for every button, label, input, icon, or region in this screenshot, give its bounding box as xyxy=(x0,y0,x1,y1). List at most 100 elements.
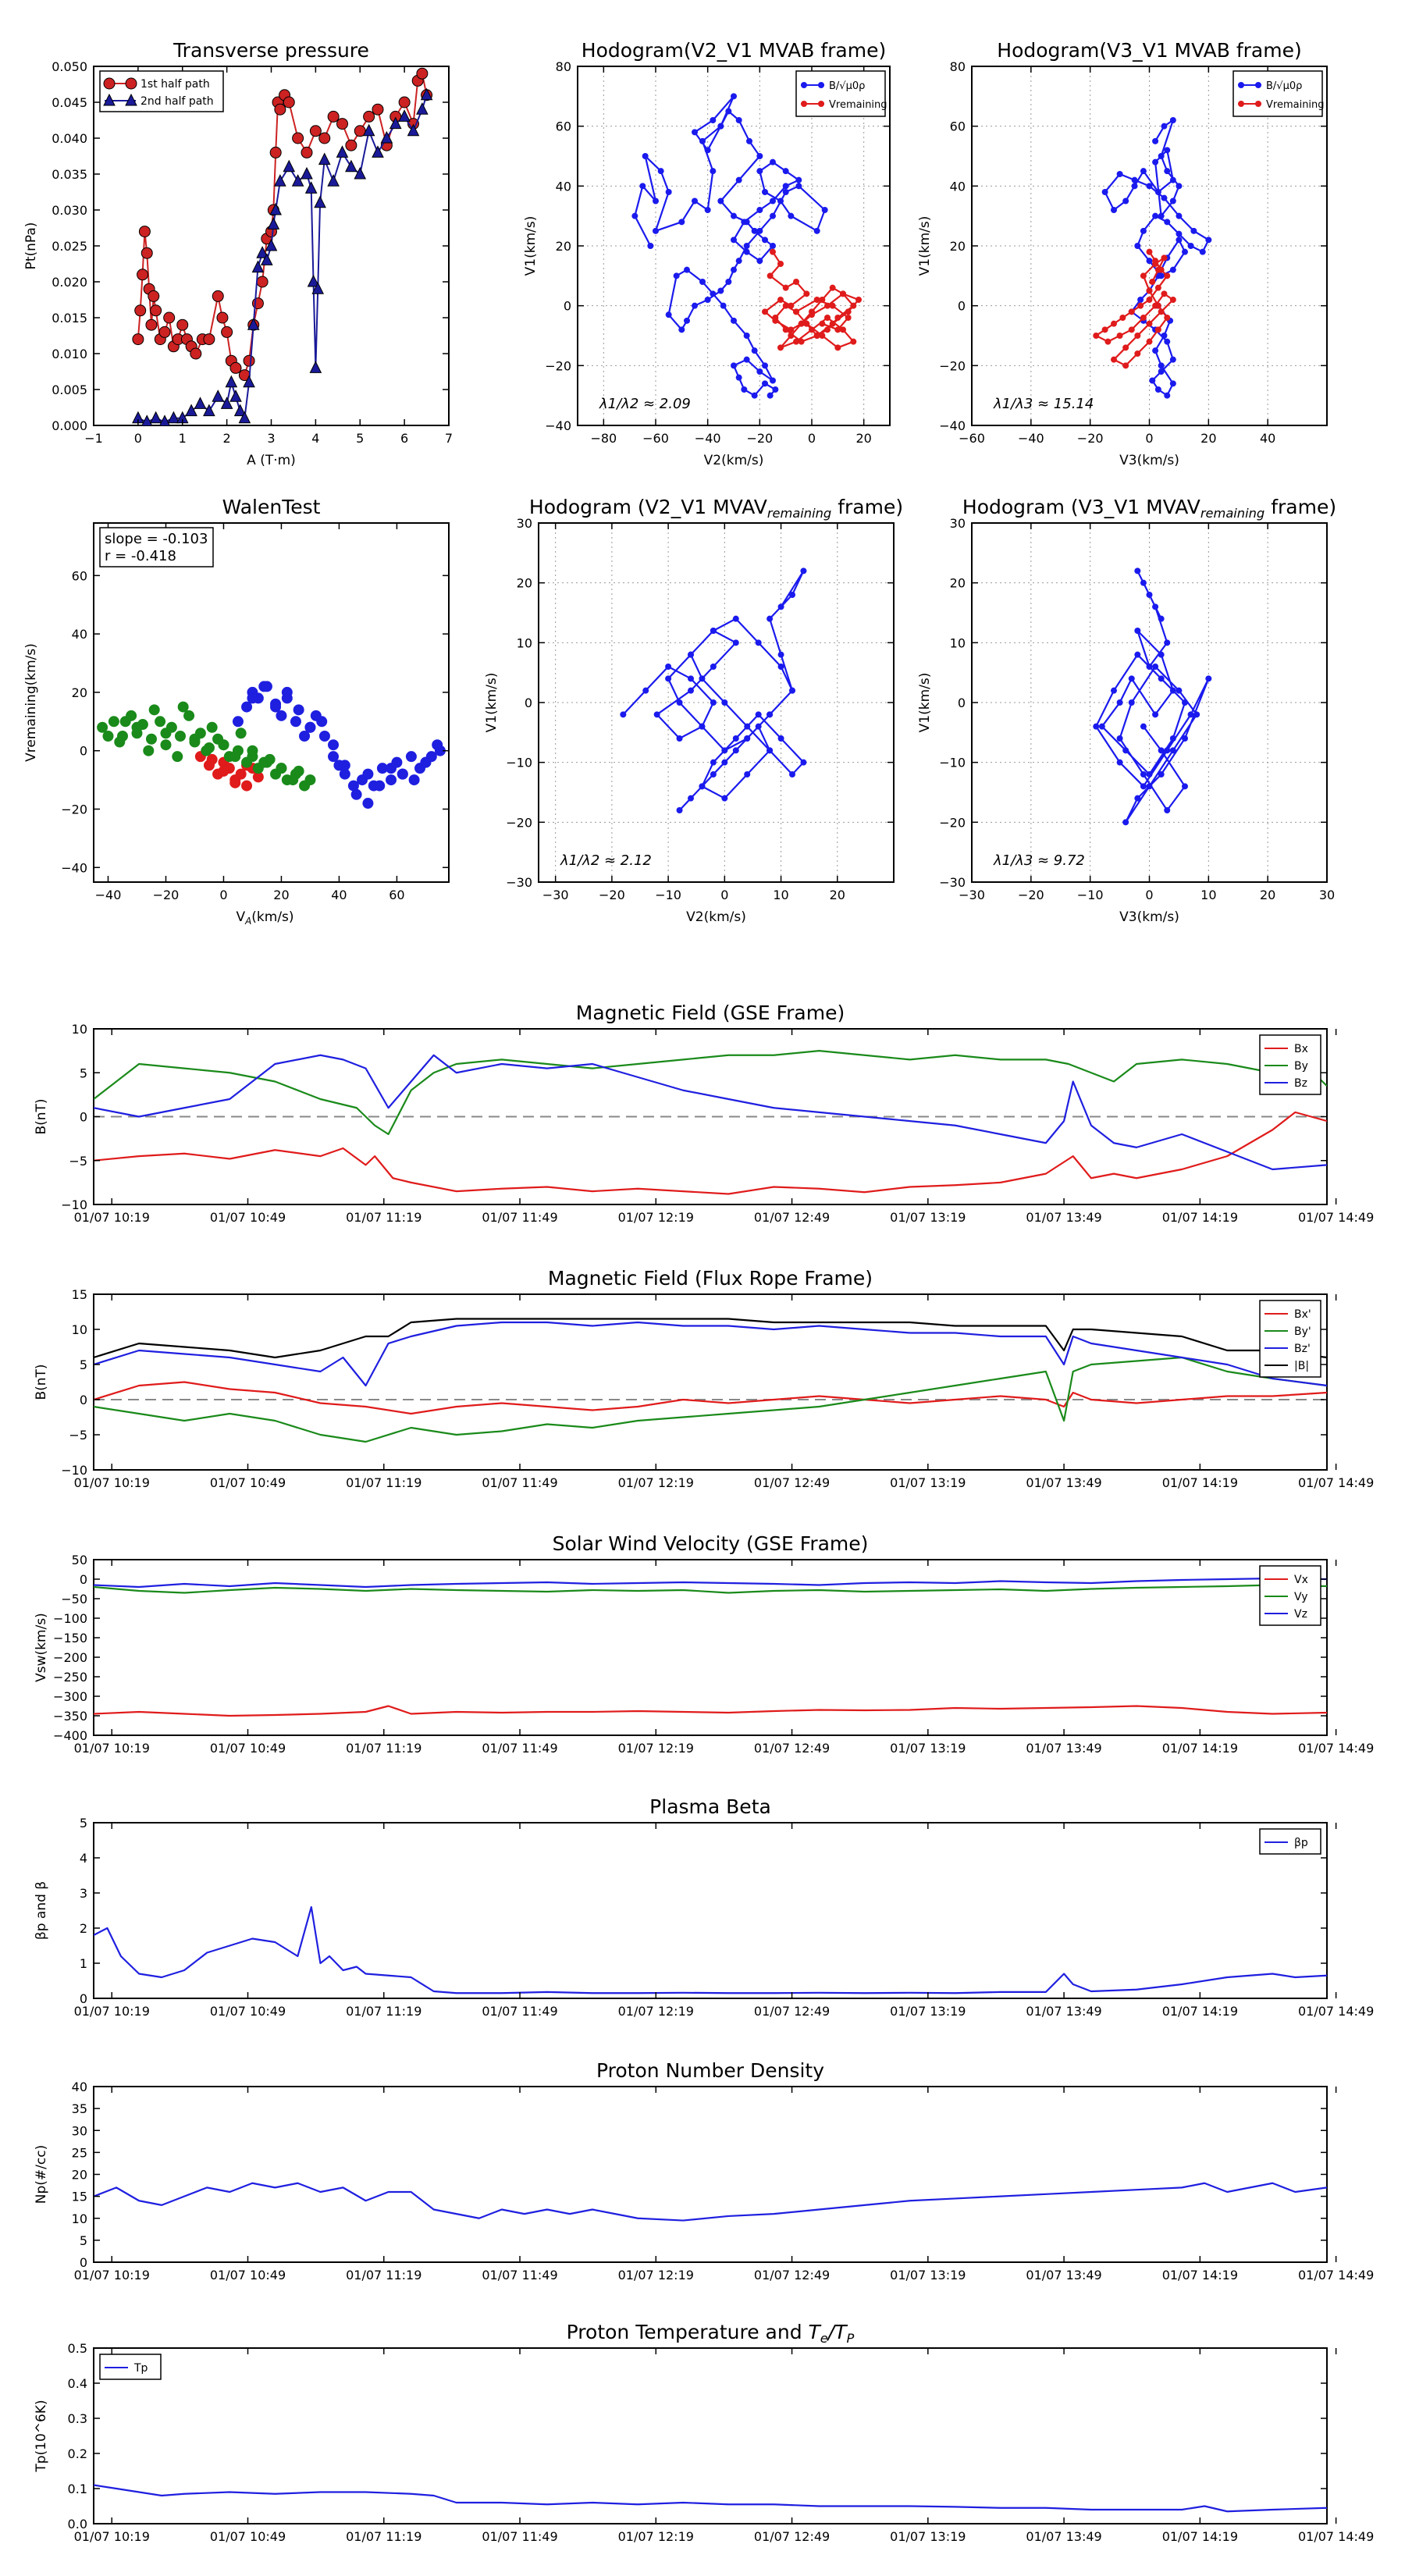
data-point xyxy=(762,362,768,369)
y-tick-label: 40 xyxy=(72,2080,87,2094)
data-point xyxy=(177,701,189,713)
x-tick-label: 5 xyxy=(356,431,364,446)
data-point xyxy=(216,311,229,324)
data-point xyxy=(639,183,646,190)
data-point xyxy=(850,302,857,309)
y-tick-label: −10 xyxy=(61,1197,87,1212)
data-point xyxy=(692,197,698,205)
data-point xyxy=(756,227,763,234)
data-point xyxy=(1176,230,1183,237)
data-point xyxy=(1140,272,1147,279)
data-point xyxy=(420,87,433,101)
data-point xyxy=(770,197,776,205)
legend-marker xyxy=(125,77,137,90)
data-point xyxy=(1190,227,1197,234)
legend-label: Bx xyxy=(1294,1043,1308,1055)
data-point xyxy=(145,733,157,745)
data-point xyxy=(292,132,304,144)
data-point xyxy=(354,166,367,180)
y-axis-label: V1(km/s) xyxy=(484,673,500,733)
data-point xyxy=(265,238,278,251)
data-point xyxy=(721,795,728,802)
data-point xyxy=(789,687,795,694)
data-point xyxy=(190,347,202,360)
x-tick-label: 01/07 11:49 xyxy=(482,1210,557,1225)
data-point xyxy=(710,628,717,634)
x-tick-label: 01/07 14:19 xyxy=(1162,2004,1238,2019)
x-tick-label: 01/07 10:19 xyxy=(74,2529,150,2544)
x-tick-label: −10 xyxy=(655,888,681,902)
data-point xyxy=(1149,377,1156,384)
y-tick-label: 5 xyxy=(80,2233,87,2248)
y-tick-label: 40 xyxy=(72,627,87,642)
plot-frame xyxy=(93,522,450,883)
legend-marker xyxy=(1255,101,1261,107)
legend-label: Vremaining xyxy=(829,99,887,111)
plot-area xyxy=(631,93,862,399)
y-tick-label: 30 xyxy=(517,516,532,531)
y-tick-label: 80 xyxy=(556,59,571,74)
data-point xyxy=(301,166,313,180)
data-point xyxy=(676,699,683,706)
data-point xyxy=(845,308,852,315)
data-point xyxy=(1164,639,1171,646)
data-point xyxy=(1169,687,1176,694)
data-point xyxy=(692,129,698,136)
data-point xyxy=(788,326,795,333)
data-point xyxy=(647,243,654,249)
chart-title: Plasma Beta xyxy=(649,1795,771,1818)
x-tick-label: 01/07 10:49 xyxy=(210,2268,286,2282)
data-point xyxy=(1093,723,1100,730)
data-point xyxy=(307,274,320,287)
y-tick-label: −20 xyxy=(61,802,87,817)
data-point xyxy=(731,212,737,219)
legend-label: By' xyxy=(1294,1325,1311,1338)
data-point xyxy=(309,125,322,137)
x-tick-label: 7 xyxy=(445,431,453,446)
data-point xyxy=(1128,308,1135,315)
data-point xyxy=(290,716,301,728)
data-point xyxy=(782,183,789,190)
y-tick-label: −100 xyxy=(53,1611,87,1626)
y-tick-label: −20 xyxy=(939,815,966,830)
data-point xyxy=(756,168,763,175)
data-point xyxy=(767,747,774,754)
data-point xyxy=(834,315,841,321)
y-tick-label: −50 xyxy=(61,1592,87,1606)
y-tick-label: 60 xyxy=(556,119,571,134)
y-tick-label: −20 xyxy=(506,815,532,830)
data-point xyxy=(770,243,776,249)
y-tick-label: 0 xyxy=(958,696,966,710)
data-point xyxy=(299,731,311,742)
x-tick-label: −40 xyxy=(95,888,122,902)
data-point xyxy=(235,768,247,780)
data-point xyxy=(269,146,282,158)
data-point xyxy=(829,284,836,291)
data-point xyxy=(1137,302,1144,309)
data-point xyxy=(829,302,836,309)
x-tick-label: 01/07 14:49 xyxy=(1298,2004,1374,2019)
data-point xyxy=(293,765,304,777)
data-point xyxy=(1140,579,1147,586)
data-point xyxy=(1122,197,1129,205)
series-line xyxy=(137,94,428,423)
plot-frame xyxy=(93,2347,1328,2524)
data-point xyxy=(318,152,331,165)
data-point xyxy=(653,711,660,718)
data-point xyxy=(1154,386,1161,393)
data-point xyxy=(1187,711,1194,718)
data-point xyxy=(829,320,836,327)
data-point xyxy=(1122,819,1129,826)
data-point xyxy=(665,311,672,318)
x-tick-label: 01/07 13:19 xyxy=(890,2268,966,2282)
y-tick-label: 4 xyxy=(80,1851,87,1866)
data-point xyxy=(155,716,166,728)
x-tick-label: 01/07 14:49 xyxy=(1298,1475,1374,1490)
x-tick-label: −60 xyxy=(959,431,985,446)
series-line xyxy=(94,1905,1327,1994)
data-point xyxy=(735,374,742,381)
y-tick-label: 10 xyxy=(950,635,966,650)
legend-marker xyxy=(103,77,116,90)
data-point xyxy=(163,311,176,324)
legend-label: Vx xyxy=(1294,1574,1308,1586)
